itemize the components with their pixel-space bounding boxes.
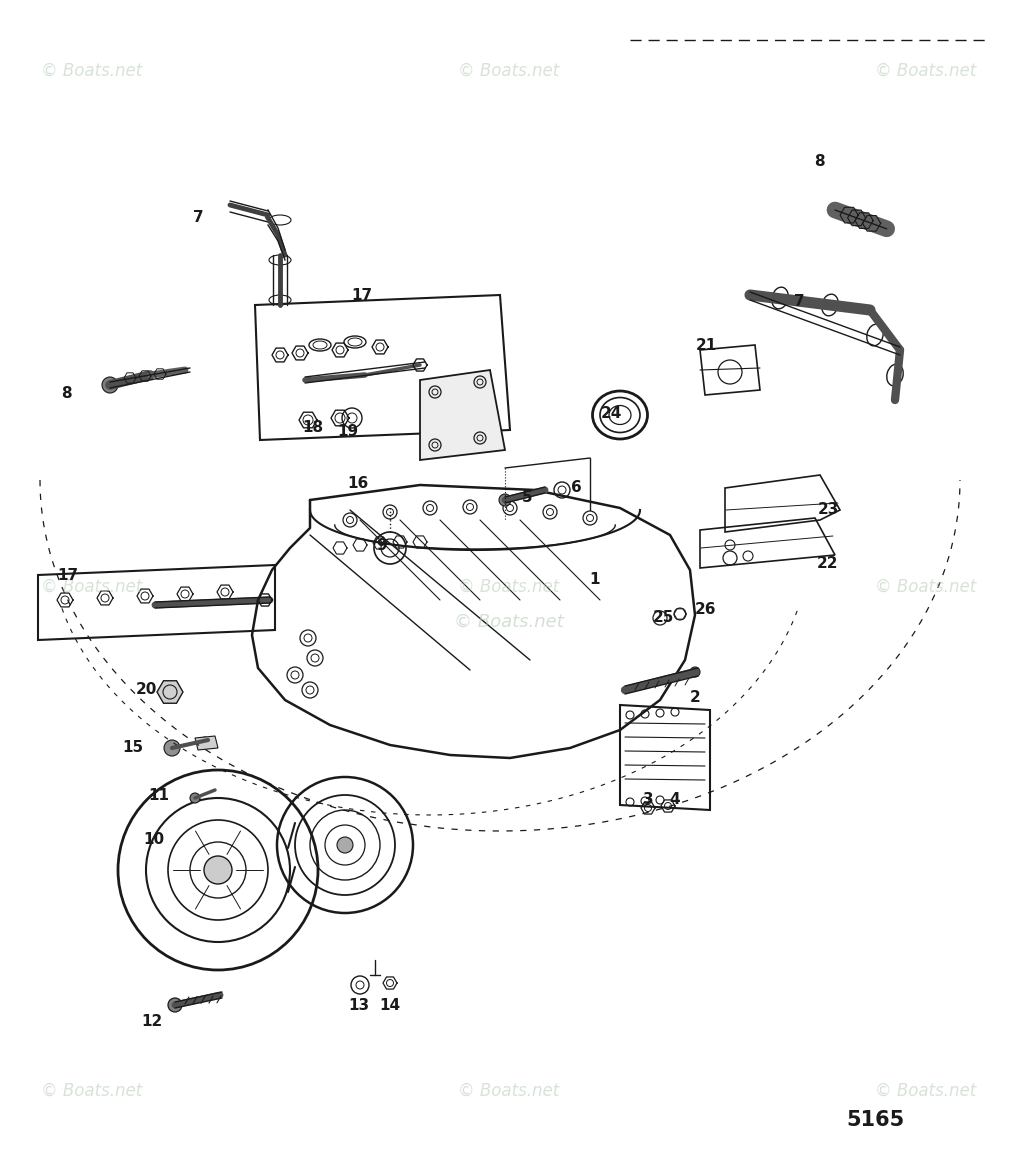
Text: 17: 17 xyxy=(57,568,78,583)
Text: 6: 6 xyxy=(571,480,582,495)
Text: 8: 8 xyxy=(61,386,71,401)
Text: 5165: 5165 xyxy=(847,1110,905,1130)
Text: © Boats.net: © Boats.net xyxy=(454,612,563,631)
Text: 7: 7 xyxy=(793,294,804,310)
Text: 21: 21 xyxy=(696,339,717,353)
Text: 8: 8 xyxy=(814,155,825,170)
Circle shape xyxy=(204,856,232,884)
Text: © Boats.net: © Boats.net xyxy=(41,577,142,596)
Text: © Boats.net: © Boats.net xyxy=(458,577,559,596)
Text: 1: 1 xyxy=(590,572,600,588)
Text: 17: 17 xyxy=(352,287,372,303)
Circle shape xyxy=(168,998,182,1012)
Text: 5: 5 xyxy=(522,489,532,504)
Text: 2: 2 xyxy=(690,691,701,705)
Text: 12: 12 xyxy=(141,1015,163,1030)
Circle shape xyxy=(337,838,353,853)
Text: 9: 9 xyxy=(376,538,387,554)
Text: © Boats.net: © Boats.net xyxy=(875,61,976,80)
Text: 16: 16 xyxy=(348,476,368,491)
Text: 24: 24 xyxy=(600,407,621,421)
Polygon shape xyxy=(420,369,505,460)
Text: © Boats.net: © Boats.net xyxy=(458,61,559,80)
Text: 22: 22 xyxy=(818,556,839,570)
Text: 26: 26 xyxy=(696,602,717,617)
Text: 11: 11 xyxy=(148,787,170,802)
Circle shape xyxy=(690,667,700,677)
Text: 20: 20 xyxy=(135,683,157,698)
Polygon shape xyxy=(195,735,218,750)
Text: 18: 18 xyxy=(302,420,323,435)
Text: 7: 7 xyxy=(192,210,203,225)
Text: © Boats.net: © Boats.net xyxy=(875,1082,976,1100)
Text: 23: 23 xyxy=(818,502,839,517)
Circle shape xyxy=(164,740,180,757)
Circle shape xyxy=(102,377,118,393)
Text: © Boats.net: © Boats.net xyxy=(41,1082,142,1100)
Text: © Boats.net: © Boats.net xyxy=(875,577,976,596)
Circle shape xyxy=(499,494,511,506)
Polygon shape xyxy=(157,680,183,704)
Text: 19: 19 xyxy=(338,425,359,440)
Text: 15: 15 xyxy=(122,739,143,754)
Text: 25: 25 xyxy=(652,610,673,624)
Text: 13: 13 xyxy=(349,997,369,1012)
Text: © Boats.net: © Boats.net xyxy=(458,1082,559,1100)
Text: 3: 3 xyxy=(643,793,653,807)
Text: 10: 10 xyxy=(143,833,165,848)
Text: 4: 4 xyxy=(669,793,680,807)
Circle shape xyxy=(190,793,200,804)
Text: © Boats.net: © Boats.net xyxy=(41,61,142,80)
Text: 14: 14 xyxy=(379,997,401,1012)
